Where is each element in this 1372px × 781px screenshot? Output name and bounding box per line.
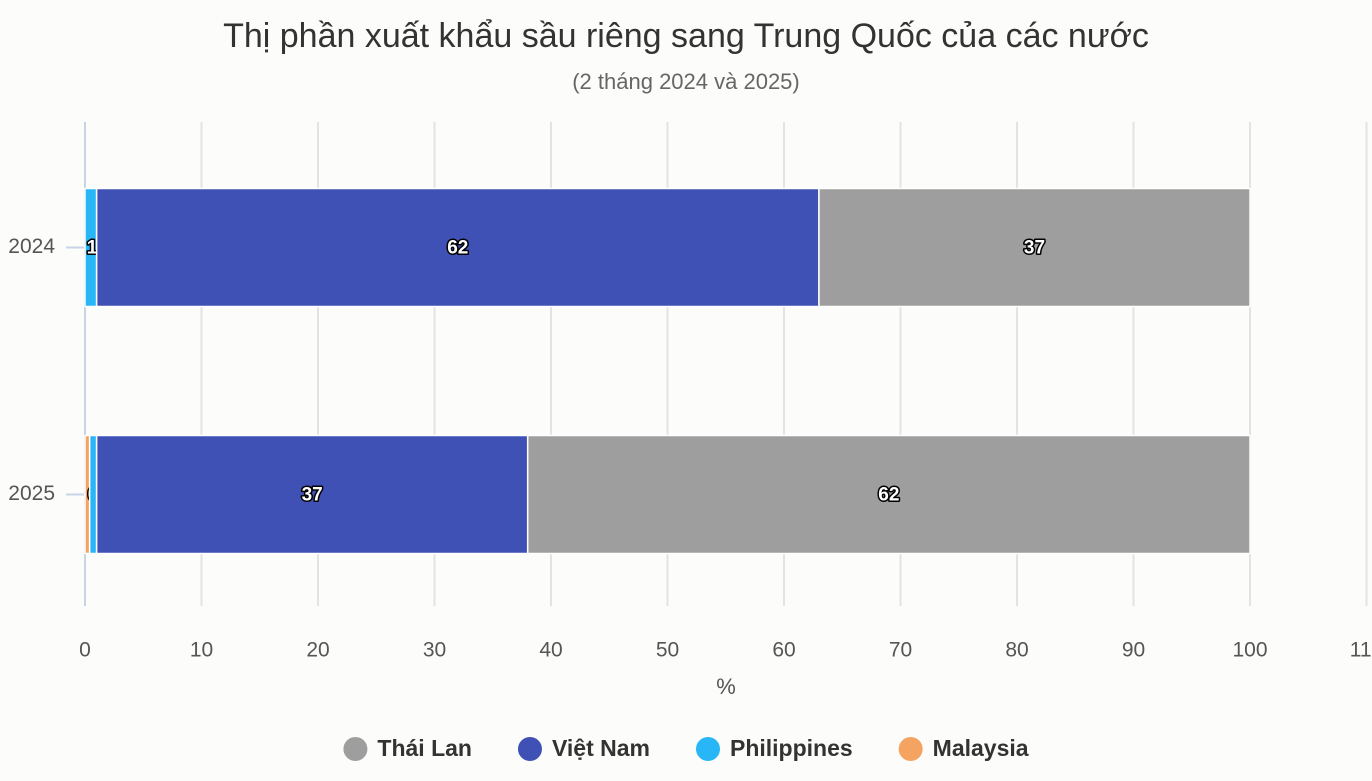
data-label: 62 (878, 485, 899, 506)
x-tick-label: 70 (889, 639, 912, 662)
data-label: 1 (87, 238, 98, 259)
bar-segment (95, 187, 820, 308)
x-tick-label: 10 (190, 639, 213, 662)
data-label: 62 (447, 238, 468, 259)
x-tick-label: 40 (539, 639, 562, 662)
legend-label: Thái Lan (377, 735, 472, 761)
legend-marker (695, 737, 720, 761)
bar-segment (95, 434, 529, 555)
x-axis-title: % (716, 674, 736, 699)
chart-title: Thị phần xuất khẩu sầu riêng sang Trung … (223, 17, 1149, 55)
bar-segment (526, 434, 1251, 555)
bar-segment (818, 187, 1251, 308)
chart-subtitle: (2 tháng 2024 và 2025) (572, 69, 800, 94)
x-tick-label: 30 (423, 639, 446, 662)
x-tick-label: 110 (1350, 639, 1372, 662)
bar-segment (88, 434, 98, 555)
legend-label: Việt Nam (552, 735, 650, 761)
data-label: 37 (302, 485, 323, 506)
x-tick-label: 20 (306, 639, 329, 662)
x-tick-label: 90 (1122, 639, 1145, 662)
data-label: 37 (1024, 238, 1045, 259)
legend-marker (517, 737, 542, 761)
y-tick-label: 2025 (8, 482, 55, 505)
x-tick-label: 0 (79, 639, 91, 662)
y-tick-label: 2024 (8, 235, 55, 258)
x-tick-label: 100 (1232, 639, 1267, 662)
legend-marker (898, 737, 923, 761)
legend-marker (343, 737, 368, 761)
legend-label: Philippines (730, 735, 853, 761)
x-tick-label: 50 (656, 639, 679, 662)
legend-label: Malaysia (933, 735, 1029, 761)
x-tick-label: 80 (1005, 639, 1028, 662)
x-tick-label: 60 (772, 639, 795, 662)
